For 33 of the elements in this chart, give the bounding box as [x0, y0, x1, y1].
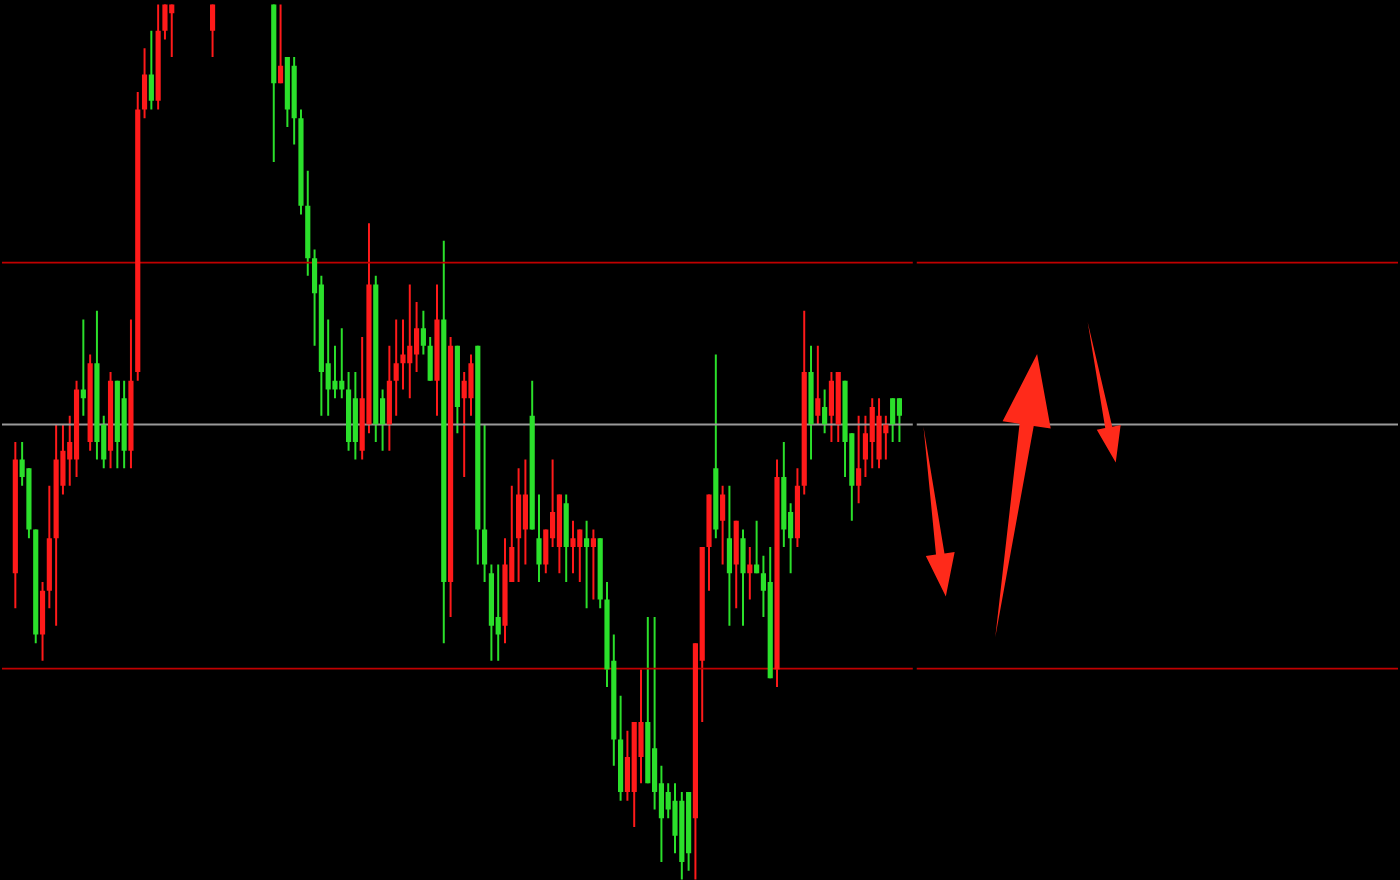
candlestick — [407, 283, 413, 400]
candlestick — [815, 344, 821, 426]
candlestick — [352, 371, 358, 461]
candlestick — [896, 397, 903, 443]
candlestick — [420, 309, 426, 356]
candlestick — [720, 484, 726, 566]
candlestick — [461, 371, 467, 478]
candlestick — [577, 528, 583, 583]
candlestick — [672, 782, 678, 855]
candlestick — [638, 668, 644, 785]
candlestick — [209, 3, 216, 58]
candlestick — [563, 493, 569, 583]
candlestick — [495, 563, 501, 662]
candlestick — [822, 388, 828, 435]
candlestick — [624, 729, 630, 802]
candlestick — [522, 458, 528, 566]
candlestick — [828, 371, 835, 443]
candlestick — [733, 519, 739, 610]
candlestick — [427, 336, 433, 382]
candlestick — [332, 344, 338, 400]
candlestick — [148, 29, 154, 111]
candlestick — [277, 3, 284, 85]
candlestick — [516, 467, 522, 583]
candlestick — [856, 414, 862, 505]
candlestick — [869, 397, 875, 470]
candlestick — [570, 519, 576, 575]
candlestick — [584, 519, 590, 610]
candlestick — [393, 318, 399, 417]
candlestick — [726, 484, 732, 627]
candlestick — [740, 528, 746, 627]
candlestick — [590, 528, 596, 601]
candlestick — [876, 397, 882, 470]
candlestick — [890, 397, 896, 443]
